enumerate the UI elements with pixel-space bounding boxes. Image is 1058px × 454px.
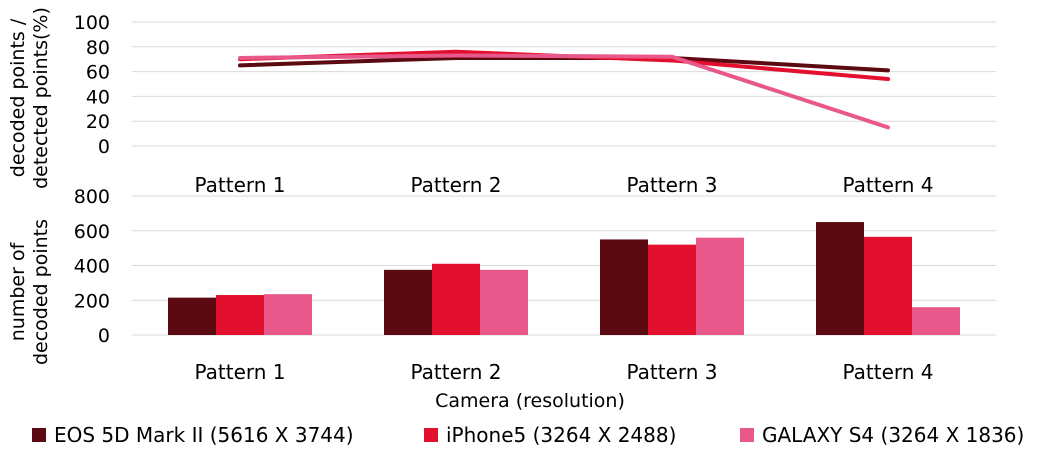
bar [216,295,264,335]
y-tick-label: 0 [98,325,110,347]
x-category-label: Pattern 4 [842,173,933,197]
y-tick-label: 0 [98,136,110,158]
y-tick-label: 100 [74,12,110,34]
y-tick-label: 600 [74,221,110,243]
y-axis-title-line: detected points(%) [30,7,52,189]
y-tick-label: 200 [74,290,110,312]
y-tick-label: 60 [86,62,110,84]
series-line [238,55,890,73]
bar [384,269,432,335]
y-axis-title-line: decoded points / [7,18,29,177]
legend-label: EOS 5D Mark II (5616 X 3744) [54,423,354,447]
legend-label: GALAXY S4 (3264 X 1836) [762,423,1024,447]
x-category-label: Pattern 2 [410,360,501,384]
legend: EOS 5D Mark II (5616 X 3744) iPhone5 (326… [32,423,1024,447]
y-tick-label: 800 [74,186,110,208]
bar-chart: 0 200 400 600 800 number ofdecoded points Patt… [7,186,996,384]
x-category-label: Pattern 4 [842,360,933,384]
bar [480,269,528,335]
x-category-label: Pattern 3 [626,360,717,384]
bar [816,222,864,335]
y-tick-label: 80 [86,37,110,59]
y-axis-title-line: decoded points [30,219,52,365]
legend-swatch [740,428,754,442]
series-line [238,53,890,130]
bar [648,244,696,335]
x-category-label: Pattern 1 [194,360,285,384]
y-axis-title-line: number of [7,241,29,341]
y-tick-label: 400 [74,256,110,278]
y-tick-label: 20 [86,111,110,133]
bar [264,294,312,335]
x-category-label: Pattern 2 [410,173,501,197]
legend-item: EOS 5D Mark II (5616 X 3744) [32,423,354,447]
bar [696,237,744,335]
legend-label: iPhone5 (3264 X 2488) [446,423,676,447]
x-axis-title: Camera (resolution) [435,390,625,412]
legend-item: GALAXY S4 (3264 X 1836) [740,423,1024,447]
bar [432,263,480,335]
bar [600,239,648,335]
bar [912,307,960,335]
legend-swatch [424,428,438,442]
legend-swatch [32,428,46,442]
y-axis-title: number ofdecoded points [7,219,52,365]
bar [168,297,216,335]
y-tick-label: 40 [86,86,110,108]
x-category-label: Pattern 1 [194,173,285,197]
x-category-label: Pattern 3 [626,173,717,197]
bar [864,236,912,335]
y-axis-title: decoded points /detected points(%) [7,7,52,189]
legend-item: iPhone5 (3264 X 2488) [424,423,676,447]
